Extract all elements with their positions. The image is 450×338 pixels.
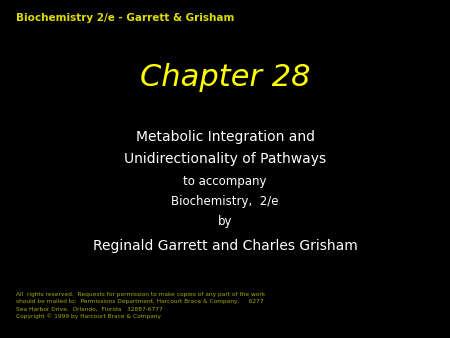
Text: All  rights reserved.  Requests for permission to make copies of any part of the: All rights reserved. Requests for permis… [16,292,265,319]
Text: Metabolic Integration and: Metabolic Integration and [135,130,315,144]
Text: Unidirectionality of Pathways: Unidirectionality of Pathways [124,152,326,166]
Text: to accompany: to accompany [183,175,267,188]
Text: Biochemistry 2/e - Garrett & Grisham: Biochemistry 2/e - Garrett & Grisham [16,13,234,23]
Text: Biochemistry,  2/e: Biochemistry, 2/e [171,195,279,208]
Text: by: by [218,215,232,228]
Text: Reginald Garrett and Charles Grisham: Reginald Garrett and Charles Grisham [93,239,357,253]
Text: Chapter 28: Chapter 28 [140,63,310,92]
